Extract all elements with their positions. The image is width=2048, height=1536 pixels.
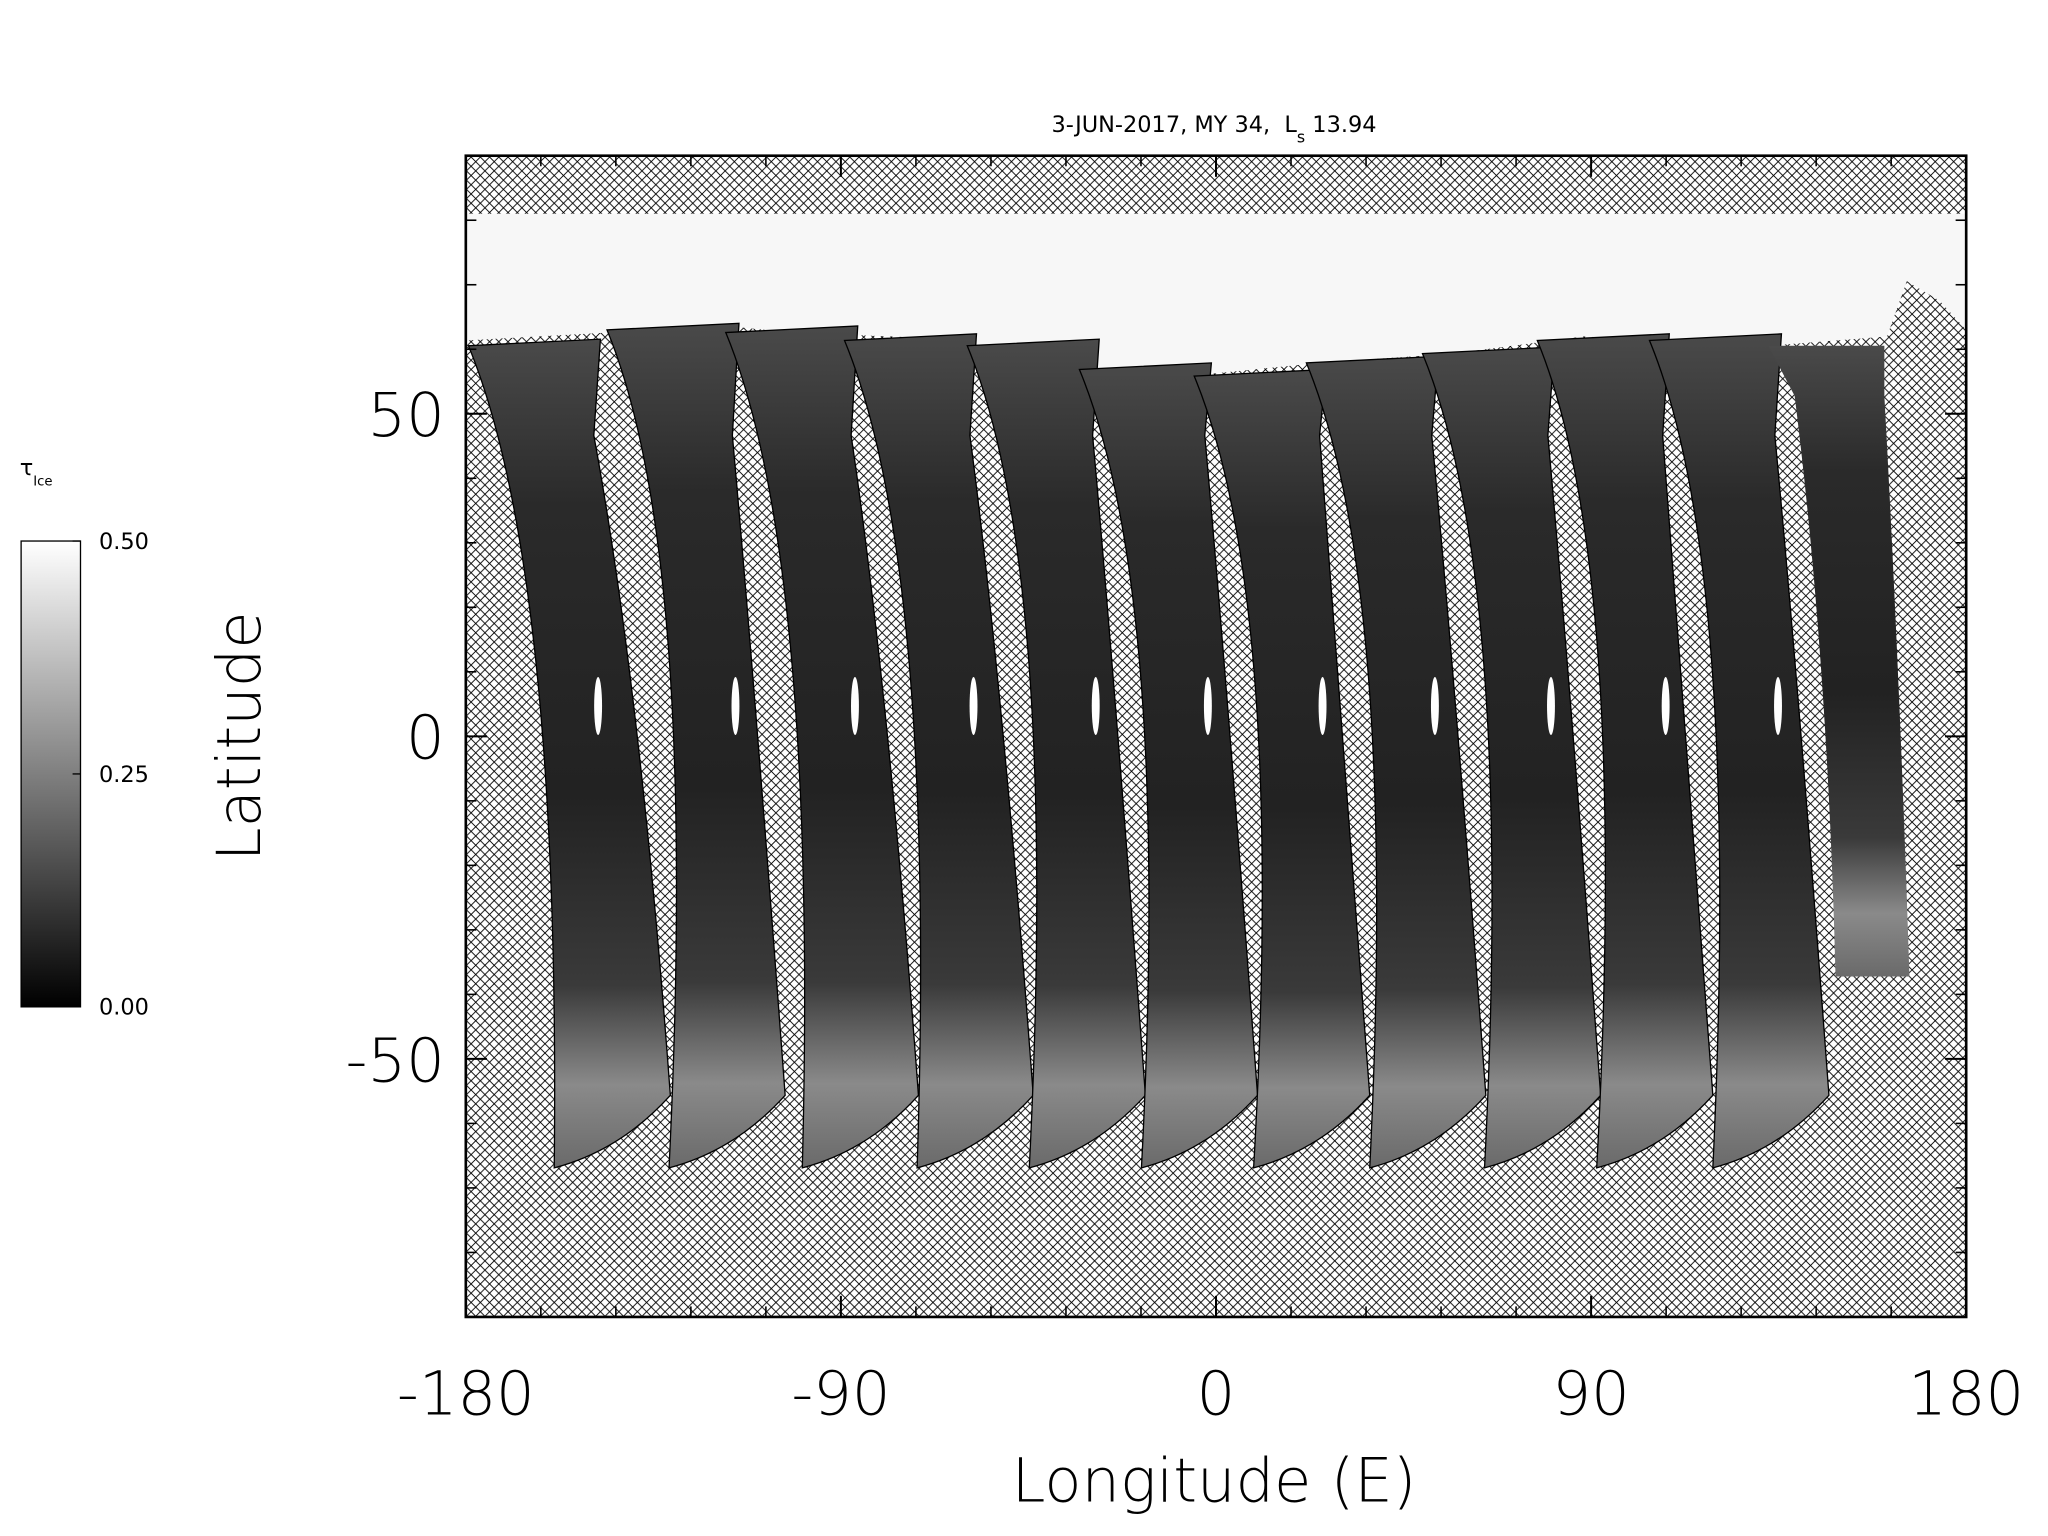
swath-gap xyxy=(594,676,603,736)
colorbar-tick-label: 0.25 xyxy=(99,762,149,788)
x-tick-label: 180 xyxy=(1908,1360,2024,1430)
swath xyxy=(843,333,1034,1169)
swath-gap xyxy=(1430,676,1439,736)
title-subscript: s xyxy=(1297,128,1305,147)
x-tick-label: 90 xyxy=(1552,1360,1629,1430)
colorbar-label-subscript: Ice xyxy=(33,475,52,490)
y-axis-label: Latitude xyxy=(205,611,275,861)
x-tick-label: -180 xyxy=(397,1360,535,1430)
swath-gap xyxy=(851,676,859,736)
polar-ice-band xyxy=(465,213,1967,379)
colorbar-tick-label: 0.00 xyxy=(99,995,149,1021)
x-tick-label: 0 xyxy=(1197,1360,1236,1430)
swaths xyxy=(467,322,1910,1169)
swath xyxy=(1768,345,1910,977)
y-tick-label: 50 xyxy=(367,381,444,451)
title-suffix: 13.94 xyxy=(1305,112,1376,138)
swath-gap xyxy=(1547,676,1555,736)
plot-area xyxy=(465,155,1967,1317)
colorbar-label: τIce xyxy=(20,455,53,490)
swath-gap xyxy=(1774,676,1782,736)
swath xyxy=(1421,346,1602,1169)
title-text: 3-JUN-2017, MY 34, L xyxy=(1052,112,1298,138)
swath xyxy=(1193,368,1371,1169)
swath-gap xyxy=(731,676,740,736)
swath-gap xyxy=(1318,676,1327,736)
swath xyxy=(1648,333,1830,1169)
swath xyxy=(966,338,1147,1169)
swath-gap xyxy=(1203,676,1212,736)
y-tick-label: 0 xyxy=(406,704,445,774)
swath-gap xyxy=(1661,676,1670,736)
chart-title: 3-JUN-2017, MY 34, Ls 13.94 xyxy=(1052,112,1377,147)
swath xyxy=(606,322,786,1169)
swath-gap xyxy=(1091,676,1100,736)
x-axis-label: Longitude (E) xyxy=(1012,1447,1417,1517)
swath xyxy=(1536,333,1714,1169)
colorbar-tick-label: 0.50 xyxy=(99,529,149,555)
swath xyxy=(1078,362,1259,1169)
swath-gap xyxy=(969,676,978,736)
colorbar-label-main: τ xyxy=(20,455,34,481)
swath xyxy=(724,325,920,1169)
colorbar xyxy=(20,540,82,1008)
y-tick-label: -50 xyxy=(346,1026,445,1096)
x-tick-label: -90 xyxy=(791,1360,890,1430)
swath xyxy=(467,338,672,1169)
swath xyxy=(1305,355,1487,1169)
